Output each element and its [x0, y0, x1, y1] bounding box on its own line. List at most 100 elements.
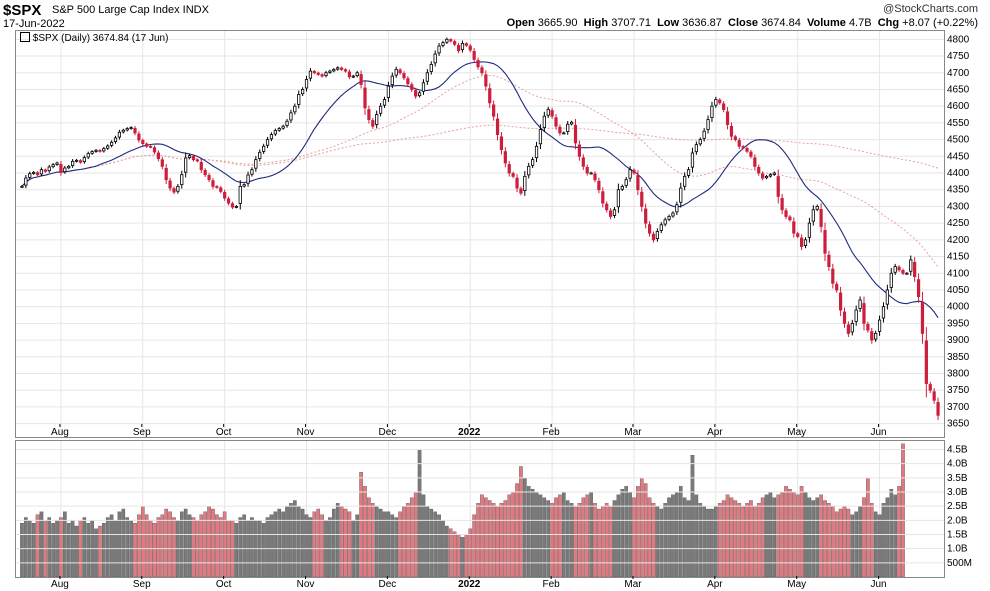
- volume-bar: [133, 523, 137, 578]
- volume-bar: [632, 497, 636, 578]
- candle-body: [706, 119, 710, 130]
- candle-body: [570, 121, 574, 125]
- volume-bar: [98, 525, 102, 578]
- volume-bar: [659, 508, 664, 578]
- date-tick-label: 2022: [458, 579, 481, 590]
- candle-body: [788, 216, 792, 221]
- volume-bar: [597, 508, 601, 578]
- candle-body: [842, 311, 847, 324]
- volume-bar: [66, 523, 71, 578]
- volume-bar: [312, 511, 317, 578]
- volume-bar: [760, 497, 765, 578]
- candle-body: [90, 151, 94, 154]
- candle-body: [367, 109, 371, 120]
- candle-body: [745, 148, 749, 152]
- candle-body: [316, 72, 320, 75]
- candle-body: [55, 162, 59, 165]
- ticker-description: S&P 500 Large Cap Index INDX: [52, 4, 209, 16]
- candle-body: [714, 99, 718, 106]
- candle-body: [363, 87, 367, 109]
- candle-body: [523, 175, 527, 191]
- candle-body: [172, 188, 176, 193]
- volume-bar: [51, 523, 55, 578]
- candle-body: [133, 127, 137, 134]
- volume-bar: [745, 503, 749, 578]
- candle-body: [655, 231, 659, 239]
- candle-body: [39, 169, 44, 175]
- volume-bar: [476, 503, 480, 578]
- volume-bar: [862, 497, 866, 578]
- volume-bar: [663, 503, 667, 578]
- volume-bar: [538, 494, 543, 578]
- candle-body: [663, 219, 667, 225]
- volume-bar: [846, 508, 851, 578]
- volume-bar: [316, 508, 321, 578]
- candle-body: [74, 159, 79, 162]
- candle-body: [160, 159, 164, 167]
- volume-tick-label: 4.5B: [947, 445, 968, 456]
- volume-bar: [569, 503, 574, 578]
- candle-body: [226, 198, 231, 204]
- volume-bar: [417, 449, 422, 578]
- candle-body: [733, 136, 737, 141]
- candle-body: [35, 172, 40, 176]
- candle-body: [219, 187, 223, 192]
- volume-bar: [690, 455, 695, 578]
- volume-bar: [717, 503, 722, 578]
- volume-bar: [20, 523, 24, 578]
- candle-body: [277, 128, 281, 131]
- candle-body: [433, 53, 437, 64]
- candle-body: [246, 174, 250, 184]
- candle-body: [168, 180, 172, 189]
- candle-body: [909, 259, 913, 272]
- volume-bar: [710, 508, 714, 578]
- volume-bar: [749, 500, 753, 578]
- open-value: 3665.90: [537, 17, 578, 29]
- volume-bar: [374, 506, 379, 578]
- candle-body: [359, 74, 363, 85]
- volume-bar: [897, 486, 901, 578]
- volume-bar: [893, 494, 897, 578]
- volume-bar: [82, 517, 87, 578]
- volume-bar: [460, 537, 465, 578]
- candle-body: [289, 112, 293, 121]
- low-value: 3636.87: [682, 17, 722, 29]
- candle-body: [807, 222, 812, 238]
- candle-body: [589, 172, 593, 175]
- candle-body: [47, 166, 51, 172]
- volume-bar: [464, 534, 469, 578]
- candle-body: [297, 94, 301, 105]
- date-tick-label: May: [787, 427, 806, 438]
- candle-body: [916, 279, 921, 298]
- volume-bar: [764, 494, 769, 578]
- candle-body: [749, 151, 753, 157]
- candle-body: [499, 136, 504, 151]
- candle-body: [71, 160, 75, 166]
- price-tick-label: 4550: [947, 118, 970, 129]
- date-tick-label: May: [787, 579, 806, 590]
- candle-body: [472, 51, 476, 60]
- candle-body: [776, 176, 780, 197]
- candle-body: [371, 120, 375, 127]
- volume-bar: [526, 486, 531, 578]
- volume-bar: [238, 517, 243, 578]
- volume-bar: [741, 506, 745, 578]
- volume-bar: [811, 500, 816, 578]
- date-tick-label: Mar: [624, 427, 642, 438]
- volume-bar: [542, 497, 547, 578]
- volume-bar: [854, 511, 858, 578]
- volume-bar: [293, 500, 297, 578]
- brand-label: @StockCharts.com: [883, 3, 978, 15]
- candle-body: [238, 185, 242, 204]
- volume-bar: [63, 511, 67, 578]
- candle-body: [792, 221, 796, 234]
- volume-bar: [702, 506, 706, 578]
- candle-body: [152, 147, 157, 153]
- chg-value: +8.07 (+0.22%): [902, 17, 978, 29]
- candle-body: [484, 74, 488, 87]
- volume-bar: [799, 486, 804, 578]
- candle-body: [394, 69, 398, 76]
- volume-bar: [86, 523, 91, 578]
- candle-body: [480, 67, 484, 74]
- volume-bar: [608, 506, 613, 578]
